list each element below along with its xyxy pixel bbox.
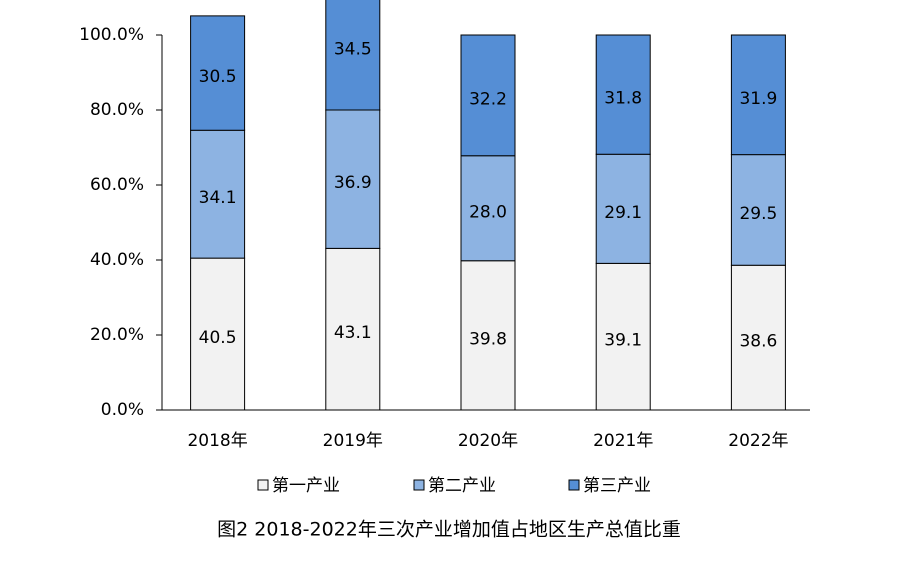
data-label: 30.5 <box>199 67 237 87</box>
bar-segment <box>460 34 516 157</box>
data-label: 34.1 <box>199 188 237 208</box>
legend-swatch <box>413 479 425 491</box>
data-label: 29.5 <box>739 204 777 224</box>
data-label: 36.9 <box>334 173 372 193</box>
bar-segment <box>730 34 786 156</box>
data-label: 29.1 <box>604 203 642 223</box>
bar-segment <box>190 257 246 411</box>
data-label: 43.1 <box>334 323 372 343</box>
y-tick-label: 80.0% <box>90 100 144 120</box>
bar-segment <box>325 0 381 111</box>
data-label: 40.5 <box>199 328 237 348</box>
bar-segment <box>325 109 381 249</box>
bar-segment <box>460 260 516 411</box>
bar-segment <box>460 155 516 262</box>
x-tick-label: 2020年 <box>458 431 518 451</box>
bar-segment <box>730 264 786 411</box>
bar-segment <box>595 153 651 264</box>
bar-segment <box>595 34 651 155</box>
legend-swatch <box>568 479 580 491</box>
data-label: 31.9 <box>739 89 777 109</box>
x-tick-label: 2018年 <box>187 431 247 451</box>
x-tick-label: 2022年 <box>728 431 788 451</box>
legend-label: 第二产业 <box>428 476 496 496</box>
y-tick-label: 40.0% <box>90 250 144 270</box>
chart-title: 图2 2018-2022年三次产业增加值占地区生产总值比重 <box>217 519 681 541</box>
data-label: 31.8 <box>604 89 642 109</box>
x-tick-label: 2021年 <box>593 431 653 451</box>
data-label: 39.8 <box>469 329 507 349</box>
data-label: 39.1 <box>604 331 642 351</box>
data-label: 38.6 <box>739 332 777 352</box>
bar-segment <box>325 247 381 411</box>
y-tick-label: 20.0% <box>90 325 144 345</box>
y-tick-label: 60.0% <box>90 175 144 195</box>
bar-segment <box>190 15 246 131</box>
data-label: 34.5 <box>334 39 372 59</box>
legend-swatch <box>257 479 269 491</box>
bar-segment <box>190 129 246 259</box>
legend-label: 第一产业 <box>272 476 340 496</box>
legend-label: 第三产业 <box>583 476 651 496</box>
y-tick-label: 100.0% <box>79 25 144 45</box>
data-label: 28.0 <box>469 202 507 222</box>
data-label: 32.2 <box>469 89 507 109</box>
y-tick-label: 0.0% <box>101 400 144 420</box>
bar-segment <box>730 154 786 266</box>
x-tick-label: 2019年 <box>323 431 383 451</box>
